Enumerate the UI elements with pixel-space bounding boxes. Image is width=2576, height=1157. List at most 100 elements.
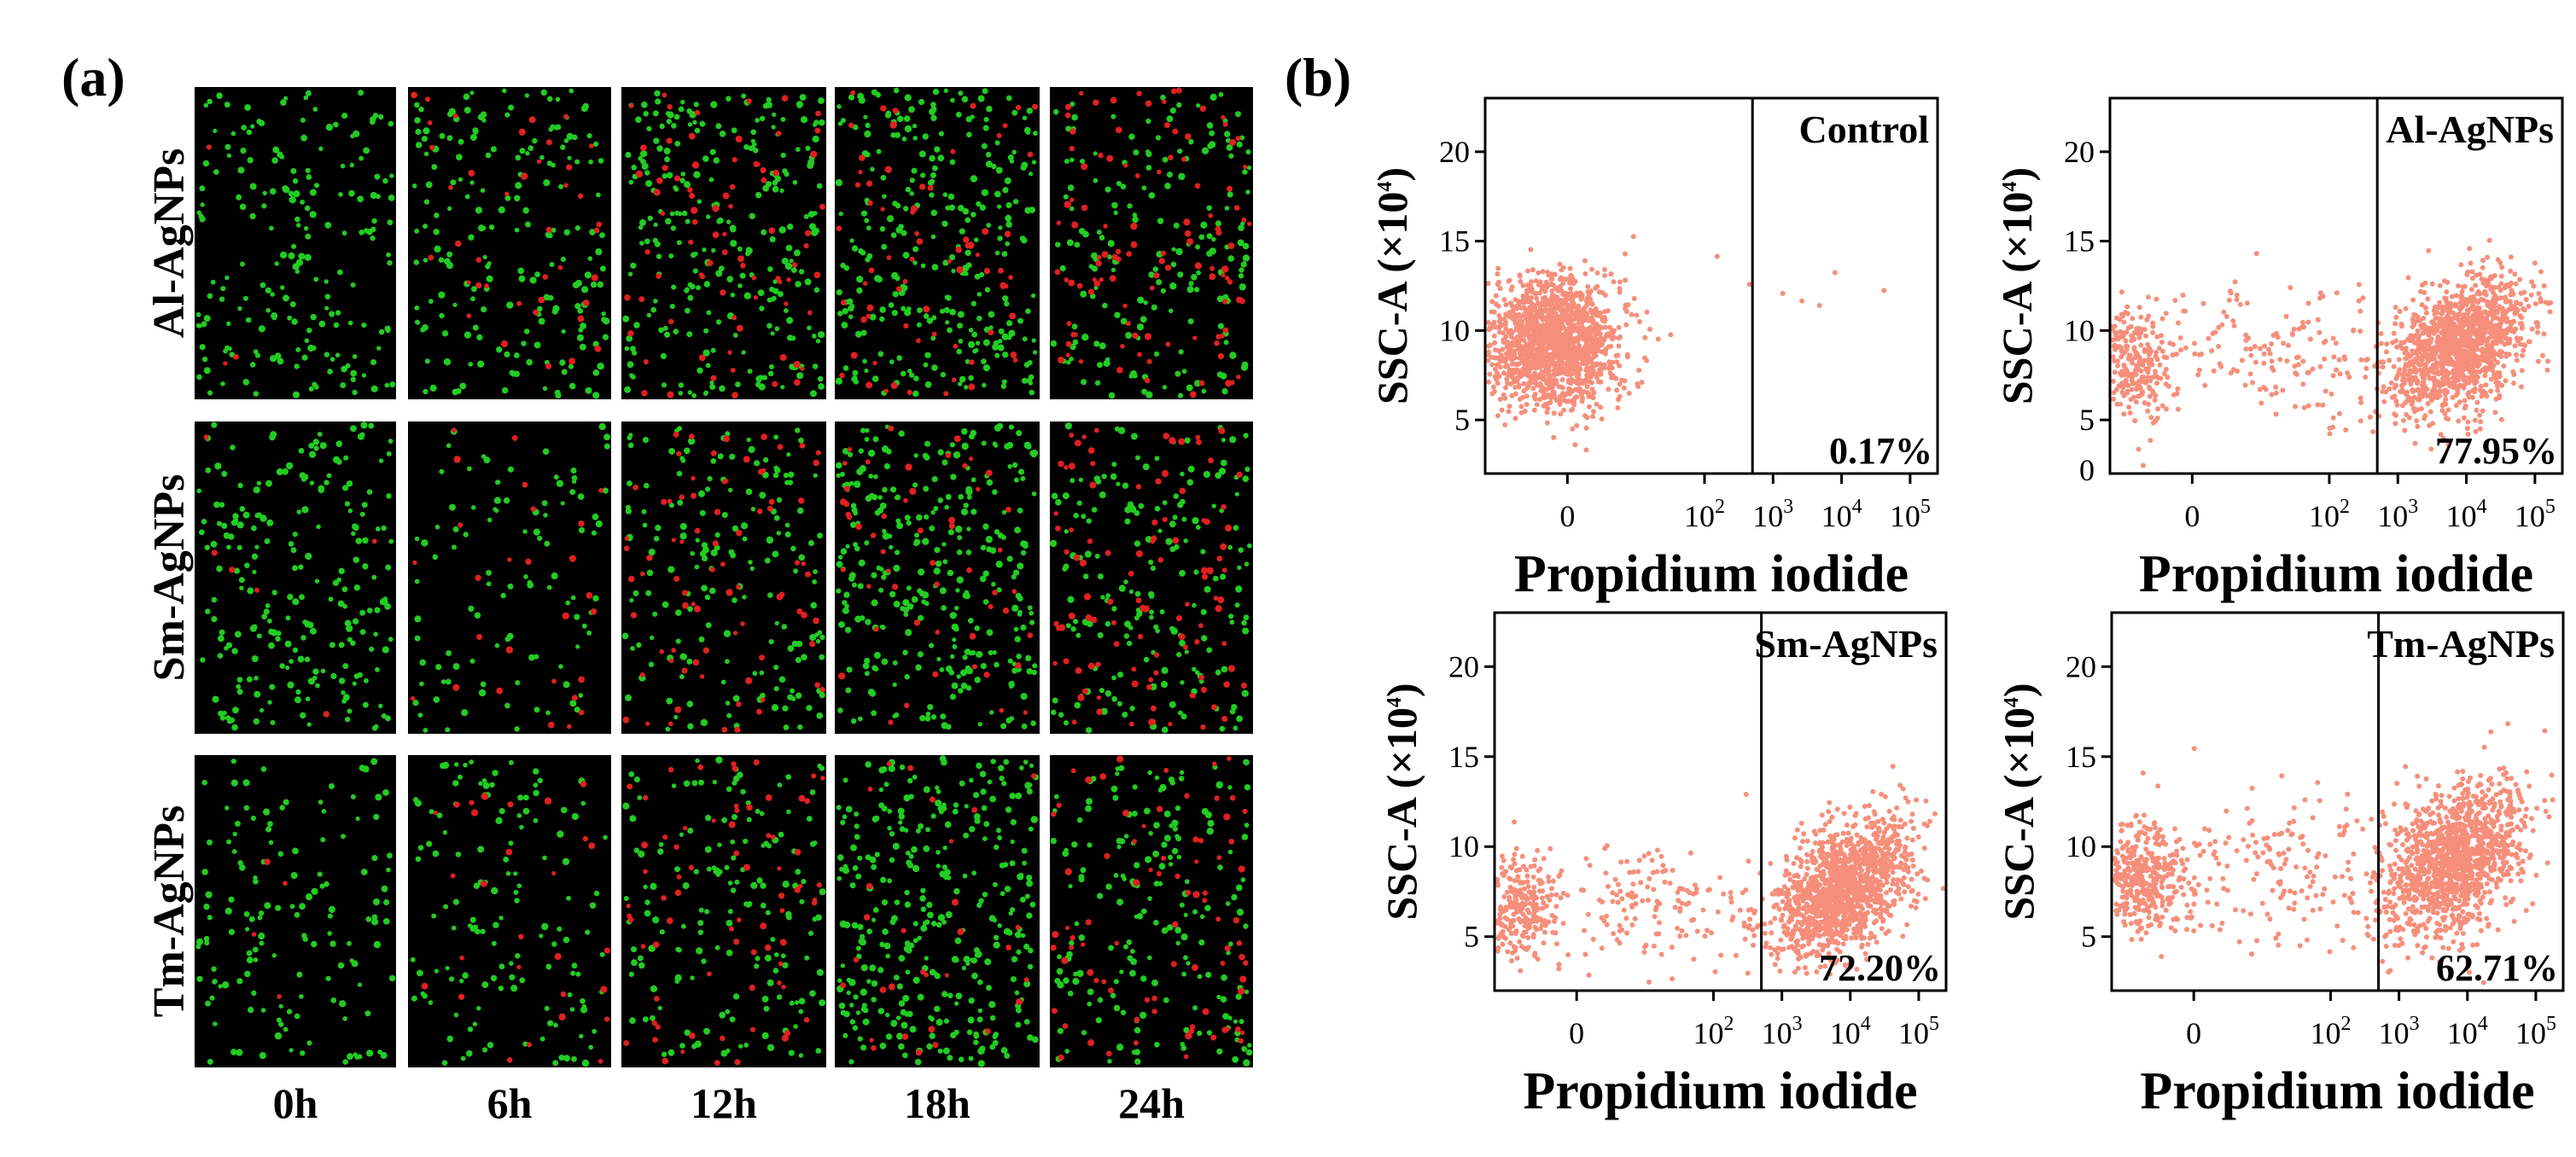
micrograph-background bbox=[408, 87, 611, 399]
micrograph-tm-agnps-18h bbox=[835, 755, 1040, 1067]
scatter-points bbox=[2110, 237, 2554, 468]
micrograph-tm-agnps-24h bbox=[1050, 755, 1253, 1067]
y-tick-label: 15 bbox=[1448, 740, 1479, 774]
y-tick-label: 20 bbox=[2066, 649, 2096, 683]
scatter-plot-tm-agnps: 5 10 15 20 0 102 103 104 105 Tm-AgNPs 62.71% Propid… bbox=[1995, 611, 2565, 1120]
y-tick-label: 5 bbox=[2081, 920, 2096, 954]
x-tick-label: 102 bbox=[1693, 1013, 1734, 1050]
micrograph-al-agnps-12h bbox=[621, 87, 826, 399]
plot-frame bbox=[2110, 611, 2565, 992]
x-tick-label: 0 bbox=[2186, 1016, 2201, 1050]
event-dots bbox=[2112, 721, 2556, 985]
gate-percentage: 62.71% bbox=[2436, 947, 2558, 989]
y-tick-label: 5 bbox=[1454, 403, 1470, 437]
y-tick-label: 10 bbox=[2066, 829, 2096, 863]
sample-name-sm-agnps: Sm-AgNPs bbox=[1754, 622, 1938, 666]
plot-frame bbox=[1493, 611, 1948, 992]
y-axis-title: SSC-A (×104) bbox=[1368, 167, 1416, 404]
dead-cells bbox=[623, 759, 825, 1066]
micrograph-sm-agnps-12h bbox=[621, 422, 826, 734]
gate-percentage: 77.95% bbox=[2435, 430, 2557, 472]
y-tick-label: 10 bbox=[2064, 313, 2095, 347]
event-dots bbox=[1495, 764, 1946, 985]
x-axis-title: Propidium iodide bbox=[2140, 1062, 2534, 1120]
y-tick-label: 20 bbox=[1439, 135, 1470, 169]
dead-cells bbox=[421, 781, 611, 1064]
x-tick-label: 0 bbox=[2184, 499, 2200, 533]
y-tick-label: 15 bbox=[1439, 224, 1470, 259]
row-label-tm-agnps: Tm-AgNPs bbox=[145, 805, 194, 1017]
x-tick-label: 102 bbox=[1684, 496, 1725, 533]
dead-cells bbox=[1050, 755, 1249, 1061]
y-tick-label: 20 bbox=[2064, 135, 2095, 169]
x-tick-label: 105 bbox=[2515, 1013, 2556, 1050]
micrograph-background bbox=[835, 755, 1040, 1067]
x-tick-label: 105 bbox=[1890, 496, 1931, 533]
y-tick-label: 10 bbox=[1439, 313, 1470, 347]
dead-cells bbox=[836, 90, 1038, 397]
x-tick-label: 104 bbox=[2446, 496, 2487, 533]
y-tick-label: 20 bbox=[1448, 649, 1479, 683]
live-cells bbox=[1050, 91, 1252, 399]
micrograph-background bbox=[195, 422, 396, 734]
micrograph-sm-agnps-24h bbox=[1049, 422, 1253, 734]
live-cells bbox=[622, 90, 825, 398]
row-label-al-agnps: Al-AgNPs bbox=[145, 148, 194, 338]
micrograph-al-agnps-0h bbox=[195, 87, 396, 399]
micrograph-background bbox=[1050, 755, 1253, 1067]
y-tick-label-zero: 0 bbox=[2079, 453, 2095, 487]
column-label-6h: 6h bbox=[487, 1079, 533, 1127]
y-tick-label: 15 bbox=[2064, 224, 2095, 259]
y-axis-title: SSC-A (×104) bbox=[1993, 167, 2041, 404]
sample-name-tm-agnps: Tm-AgNPs bbox=[2367, 622, 2555, 666]
x-tick-label: 0 bbox=[1559, 499, 1575, 533]
micrograph-al-agnps-18h bbox=[835, 87, 1040, 399]
micrograph-background bbox=[195, 755, 396, 1067]
gate-percentage: 0.17% bbox=[1829, 430, 1932, 472]
scatter-points bbox=[2112, 721, 2556, 985]
sample-name-control: Control bbox=[1799, 108, 1930, 151]
x-tick-label: 104 bbox=[1821, 496, 1862, 533]
live-cells bbox=[836, 755, 1040, 1067]
sample-name-al-agnps: Al-AgNPs bbox=[2386, 108, 2554, 151]
x-tick-label: 103 bbox=[2377, 496, 2418, 533]
plot-frame bbox=[1483, 96, 1939, 475]
x-axis-title: Propidium iodide bbox=[1514, 545, 1909, 603]
x-tick-label: 103 bbox=[2379, 1013, 2420, 1050]
scatter-plot-control: 5 10 15 20 0 102 103 104 105 Control 0.17% Propidiu… bbox=[1368, 96, 1939, 603]
plot-frame bbox=[2108, 96, 2564, 475]
x-tick-label: 105 bbox=[1898, 1013, 1939, 1050]
event-dots bbox=[1485, 234, 1887, 453]
x-tick-label: 0 bbox=[1569, 1016, 1584, 1050]
micrograph-al-agnps-24h bbox=[1050, 87, 1253, 399]
live-cells bbox=[196, 422, 394, 731]
panel-a-label: (a) bbox=[61, 47, 125, 108]
y-tick-label: 15 bbox=[2066, 740, 2096, 774]
x-axis-title: Propidium iodide bbox=[1523, 1062, 1917, 1120]
micrograph-background bbox=[1050, 87, 1253, 399]
live-cells bbox=[410, 759, 608, 1067]
x-axis-title: Propidium iodide bbox=[2139, 545, 2533, 603]
x-tick-label: 102 bbox=[2309, 496, 2350, 533]
micrograph-background bbox=[621, 422, 826, 734]
scatter-plot-sm-agnps: 5 10 15 20 0 102 103 104 105 Sm-AgNPs 72.20% Propid… bbox=[1378, 611, 1948, 1120]
x-tick-label: 103 bbox=[1762, 1013, 1803, 1050]
y-axis-title: SSC-A (×104) bbox=[1378, 683, 1425, 920]
y-tick-label: 10 bbox=[1448, 829, 1479, 863]
micrograph-tm-agnps-12h bbox=[621, 755, 826, 1067]
micrograph-al-agnps-6h bbox=[408, 87, 611, 399]
panel-b-label: (b) bbox=[1285, 47, 1351, 108]
row-label-sm-agnps: Sm-AgNPs bbox=[145, 474, 194, 682]
column-label-18h: 18h bbox=[904, 1079, 970, 1127]
y-tick-label: 5 bbox=[2079, 403, 2095, 437]
live-cells bbox=[195, 90, 396, 398]
column-label-0h: 0h bbox=[273, 1079, 318, 1127]
micrograph-tm-agnps-6h bbox=[408, 755, 611, 1067]
live-cells bbox=[836, 422, 1039, 730]
micrograph-background bbox=[835, 422, 1040, 734]
x-tick-label: 104 bbox=[1830, 1013, 1871, 1050]
micrograph-sm-agnps-0h bbox=[195, 422, 396, 734]
panel-a-micrograph-grid: (a) Al-AgNPs Sm-AgNPs Tm-AgNPs 0h 6h 12h 18h 2… bbox=[61, 47, 1253, 1127]
